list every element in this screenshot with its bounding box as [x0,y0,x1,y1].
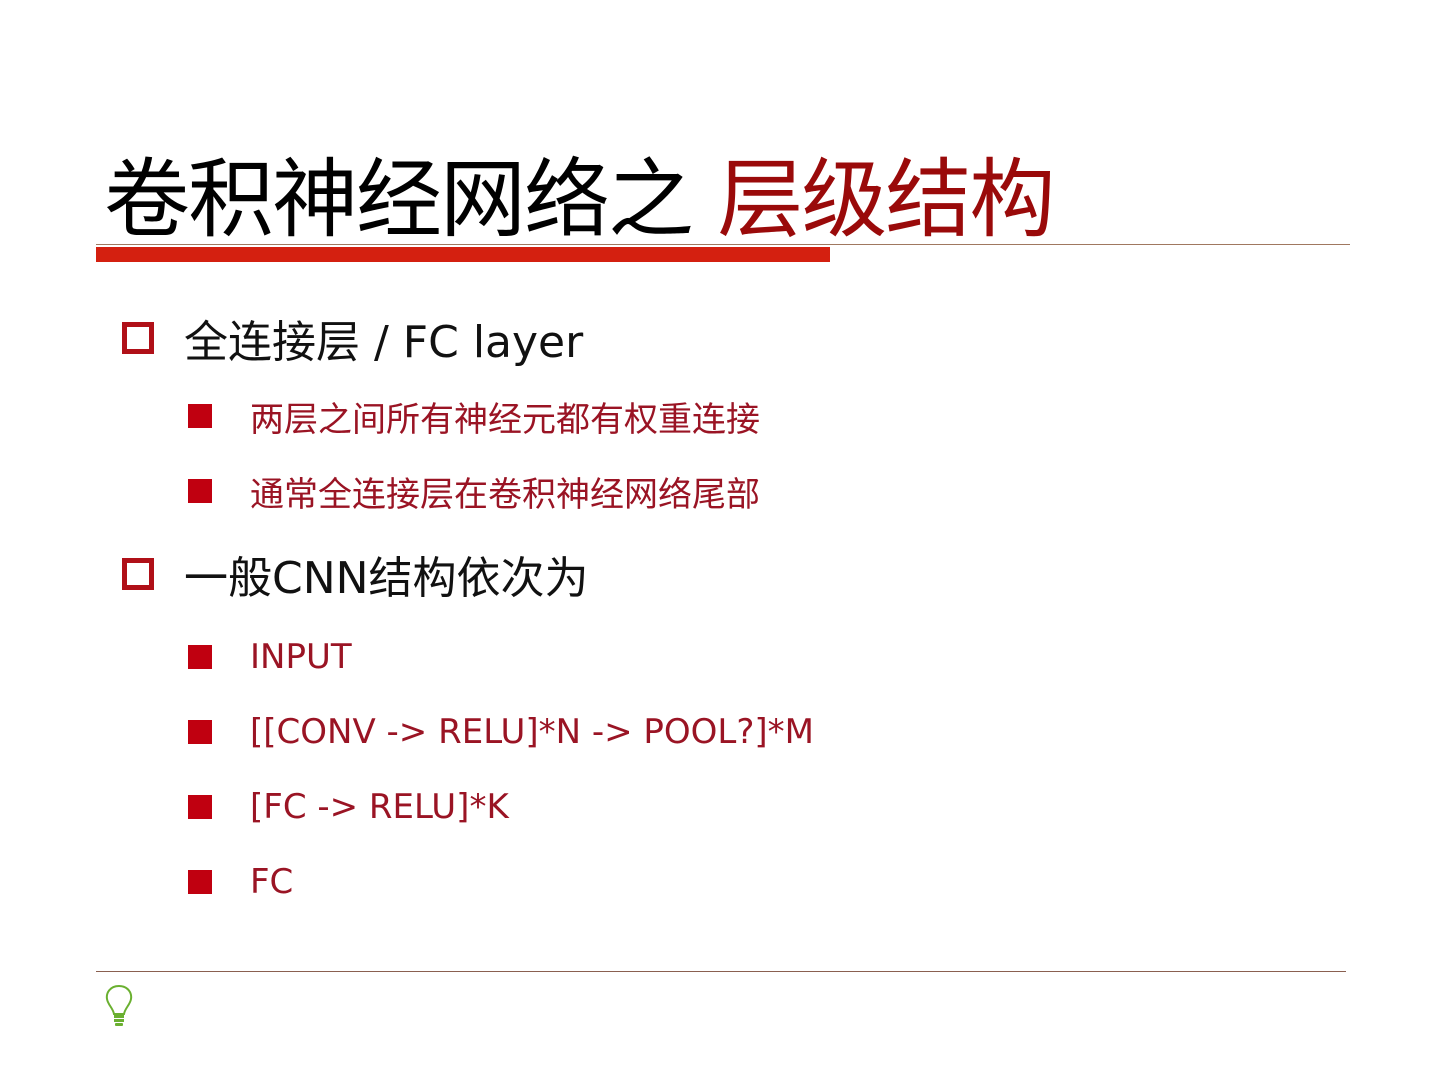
item-text: [[CONV -> RELU]*N -> POOL?]*M [250,712,815,752]
square-bullet-icon [188,795,212,819]
item-text: 两层之间所有神经元都有权重连接 [250,399,760,440]
item-text: INPUT [250,637,352,677]
section-heading: 全连接层 / FC layer [122,308,583,368]
hollow-square-bullet-icon [122,322,154,354]
hollow-square-bullet-icon [122,558,154,590]
item-text: FC [250,862,294,902]
title-divider [96,244,1350,245]
square-bullet-icon [188,404,212,428]
item-text: [FC -> RELU]*K [250,787,509,827]
title-part-2: 层级结构 [717,150,1055,250]
item-text: 通常全连接层在卷积神经网络尾部 [250,474,760,515]
list-item: [FC -> RELU]*K [188,783,509,831]
heading-text: 一般CNN结构依次为 [184,553,589,604]
square-bullet-icon [188,479,212,503]
square-bullet-icon [188,720,212,744]
list-item: [[CONV -> RELU]*N -> POOL?]*M [188,708,814,756]
list-item: 通常全连接层在卷积神经网络尾部 [188,467,760,515]
heading-text: 全连接层 / FC layer [184,317,584,368]
title-part-1: 卷积神经网络之 [104,150,694,250]
square-bullet-icon [188,645,212,669]
footer-divider [96,971,1346,972]
lightbulb-icon [105,984,133,1026]
slide-title: 卷积神经网络之 层级结构 [104,150,1055,250]
list-item: FC [188,858,293,906]
title-accent-bar [96,247,830,262]
list-item: 两层之间所有神经元都有权重连接 [188,392,760,440]
section-heading: 一般CNN结构依次为 [122,544,589,604]
list-item: INPUT [188,633,352,681]
square-bullet-icon [188,870,212,894]
